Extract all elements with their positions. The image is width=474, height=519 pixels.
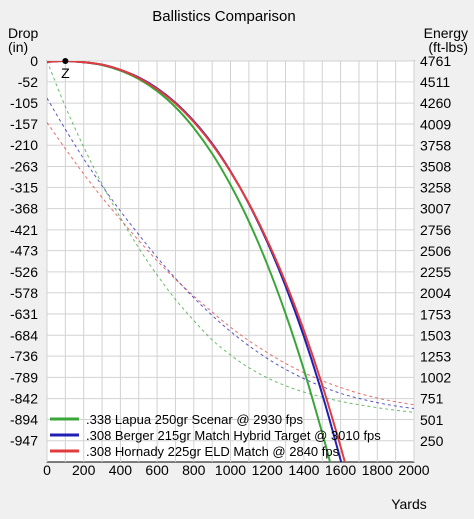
right-tick-label-13: 1503 <box>420 327 451 343</box>
zero-point <box>62 58 69 64</box>
right-tick-label-6: 3258 <box>420 180 451 196</box>
left-tick-label-9: -473 <box>10 243 38 259</box>
x-tick-label-1: 200 <box>72 462 96 478</box>
left-tick-label-11: -578 <box>10 285 38 301</box>
grid <box>46 60 415 462</box>
right-tick-label-0: 4761 <box>420 53 451 69</box>
legend: .338 Lapua 250gr Scenar @ 2930 fps.308 B… <box>50 412 381 459</box>
x-tick-label-2: 400 <box>109 462 133 478</box>
right-tick-label-4: 3758 <box>420 137 451 153</box>
left-tick-label-16: -842 <box>10 391 38 407</box>
x-tick-label-0: 0 <box>43 462 51 478</box>
x-tick-label-7: 1400 <box>288 462 319 478</box>
right-tick-label-9: 2506 <box>420 243 451 259</box>
left-tick-label-0: 0 <box>30 53 38 69</box>
left-tick-label-8: -421 <box>10 222 38 238</box>
right-tick-label-15: 1002 <box>420 370 451 386</box>
right-tick-label-1: 4511 <box>420 74 450 90</box>
left-axis-ticks: 0 -52 -105 -157 -210 -263 -315 -368 -421 -473 -526… <box>10 53 38 449</box>
right-axis-ticks: 4761 4511 4260 4009 3758 3508 3258 3007 2756 2506… <box>420 53 451 449</box>
x-tick-label-10: 2000 <box>398 462 429 478</box>
x-tick-label-6: 1200 <box>252 462 283 478</box>
left-tick-label-17: -894 <box>10 411 38 427</box>
right-tick-label-17: 501 <box>420 412 444 428</box>
right-tick-label-3: 4009 <box>420 116 451 132</box>
left-axis-title-line2: (in) <box>8 39 28 55</box>
x-axis-title: Yards <box>391 496 427 512</box>
legend-label-2: .308 Hornady 225gr ELD Match @ 2840 fps <box>86 444 340 459</box>
right-axis-title-line1: Energy <box>424 25 468 41</box>
series-layer <box>47 61 414 462</box>
right-tick-label-5: 3508 <box>420 159 451 175</box>
left-tick-label-4: -210 <box>10 137 38 153</box>
left-tick-label-2: -105 <box>10 95 38 111</box>
right-tick-label-12: 1753 <box>420 306 451 322</box>
zero-marker: Z <box>61 58 70 81</box>
drop-line-series-2 <box>47 61 346 462</box>
right-axis-title-line2: (ft-lbs) <box>428 39 468 55</box>
legend-label-0: .338 Lapua 250gr Scenar @ 2930 fps <box>86 412 304 427</box>
x-tick-label-9: 1800 <box>362 462 393 478</box>
right-tick-label-18: 250 <box>420 433 444 449</box>
chart-title: Ballistics Comparison <box>152 8 295 25</box>
right-tick-label-10: 2255 <box>420 264 451 280</box>
x-tick-label-5: 1000 <box>215 462 246 478</box>
right-tick-label-8: 2756 <box>420 222 451 238</box>
left-tick-label-5: -263 <box>10 158 38 174</box>
left-tick-label-1: -52 <box>18 74 38 90</box>
energy-line-series-0 <box>47 61 414 413</box>
x-tick-label-3: 600 <box>145 462 169 478</box>
right-tick-label-7: 3007 <box>420 201 451 217</box>
right-tick-label-16: 751 <box>420 391 444 407</box>
x-tick-label-4: 800 <box>182 462 206 478</box>
energy-line-series-2 <box>47 122 414 406</box>
right-tick-label-2: 4260 <box>420 95 451 111</box>
left-axis-title-line1: Drop <box>8 25 39 41</box>
right-tick-label-11: 2004 <box>420 285 451 301</box>
left-tick-label-14: -736 <box>10 348 38 364</box>
x-tick-label-8: 1600 <box>325 462 356 478</box>
right-tick-label-14: 1253 <box>420 348 451 364</box>
legend-label-1: .308 Berger 215gr Match Hybrid Target @ … <box>86 428 381 443</box>
left-tick-label-7: -368 <box>10 201 38 217</box>
left-tick-label-3: -157 <box>10 116 38 132</box>
left-tick-label-13: -684 <box>10 327 38 343</box>
energy-line-series-1 <box>47 97 414 410</box>
left-tick-label-12: -631 <box>10 306 38 322</box>
zero-label: Z <box>61 65 70 81</box>
left-tick-label-18: -947 <box>10 433 38 449</box>
left-tick-label-10: -526 <box>10 264 38 280</box>
x-axis-ticks: 0 200 400 600 800 1000 1200 1400 1600 1800 2000 <box>43 462 430 478</box>
left-tick-label-6: -315 <box>10 179 38 195</box>
left-tick-label-15: -789 <box>10 369 38 385</box>
